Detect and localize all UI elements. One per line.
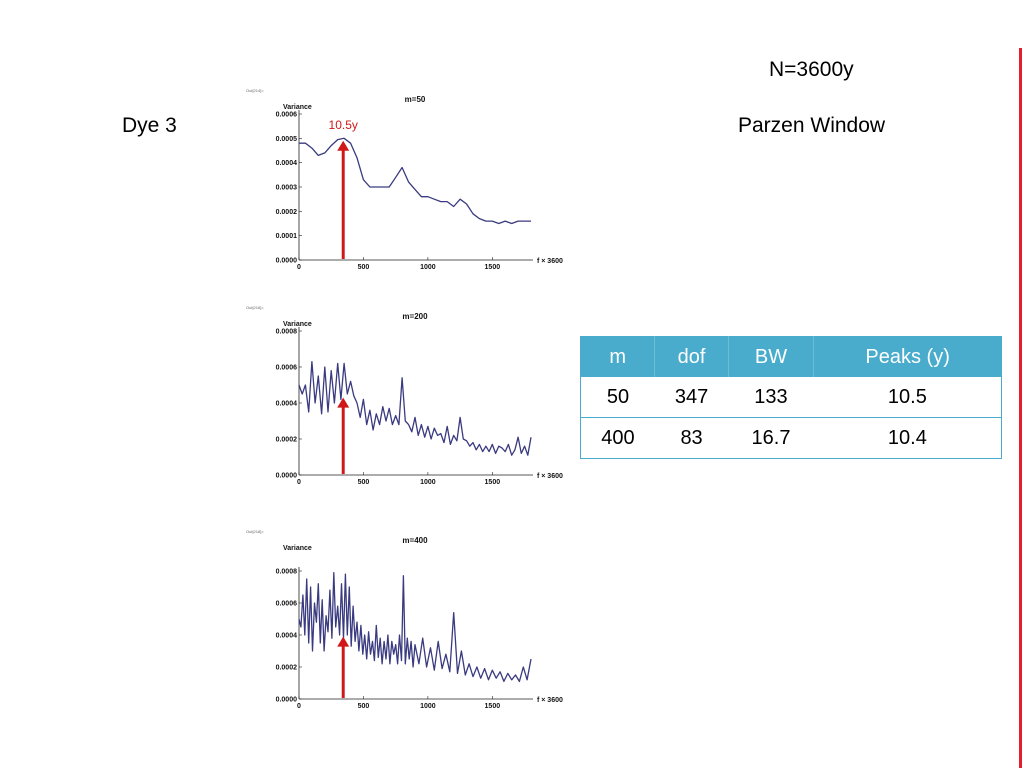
y-tick-label: 0.0005	[276, 136, 298, 143]
peak-annotation: 10.5y	[329, 118, 358, 132]
slide-edge-rule	[1019, 48, 1022, 768]
header-dof: dof	[654, 336, 729, 377]
x-tick-label: 0	[297, 703, 301, 710]
y-tick-label: 0.0002	[276, 665, 298, 672]
x-tick-label: 1500	[485, 703, 501, 710]
peak-arrow-head	[337, 140, 350, 151]
cell-m: 400	[580, 417, 655, 459]
plot-m400: Out[218]= m=400 Variance 0.0000 0.0002 0.0004…	[246, 529, 563, 710]
y-tick-label: 0.0004	[276, 401, 298, 408]
x-tick-label: 1000	[420, 479, 436, 486]
x-tick-label: 1500	[485, 264, 501, 271]
out-cell-tag: Out[216]=	[246, 305, 264, 310]
cell-peaks: 10.5	[813, 377, 1002, 418]
cell-bw: 133	[728, 377, 814, 418]
y-tick-label: 0.0000	[276, 697, 298, 704]
plot-m200: Out[216]= m=200 Variance 0.0000 0.0002 0.0004…	[246, 305, 563, 486]
slide-title: N=3600y	[769, 58, 854, 81]
table-row: 50 347 133 10.5	[580, 377, 1002, 418]
y-tick-label: 0.0001	[276, 233, 298, 240]
x-tick-label: 1000	[420, 703, 436, 710]
y-tick-label: 0.0008	[276, 329, 298, 336]
header-m: m	[580, 336, 656, 377]
method-label: Parzen Window	[738, 114, 886, 137]
parameter-table: m dof BW Peaks (y) 50 347 133 10.5 400 8…	[580, 336, 1002, 459]
dataset-label: Dye 3	[122, 114, 177, 137]
x-axis-label: f × 3600	[537, 258, 563, 265]
plot-title: m=200	[402, 312, 428, 321]
x-tick-label: 0	[297, 479, 301, 486]
series-line	[298, 360, 532, 456]
cell-peaks: 10.4	[813, 417, 1002, 459]
y-tick-label: 0.0004	[276, 160, 298, 167]
series-line	[298, 571, 532, 683]
x-tick-label: 500	[358, 264, 370, 271]
y-tick-label: 0.0006	[276, 365, 298, 372]
cell-bw: 16.7	[728, 417, 814, 459]
y-tick-label: 0.0003	[276, 185, 298, 192]
plot-title: m=400	[402, 536, 428, 545]
y-axis-label: Variance	[283, 321, 312, 328]
y-axis-label: Variance	[283, 545, 312, 552]
y-tick-label: 0.0008	[276, 569, 298, 576]
cell-dof: 347	[654, 377, 729, 418]
y-tick-label: 0.0002	[276, 437, 298, 444]
out-cell-tag: Out[214]=	[246, 88, 264, 93]
x-tick-label: 500	[358, 703, 370, 710]
y-tick-label: 0.0000	[276, 258, 298, 265]
x-tick-label: 500	[358, 479, 370, 486]
peak-arrow-head	[337, 397, 350, 408]
x-tick-label: 0	[297, 264, 301, 271]
y-tick-label: 0.0006	[276, 112, 298, 119]
out-cell-tag: Out[218]=	[246, 529, 264, 534]
series-line	[299, 137, 531, 225]
y-tick-label: 0.0004	[276, 633, 298, 640]
peak-arrow-head	[337, 636, 350, 647]
plot-m50: Out[214]= m=50 Variance 0.0000 0.0001 0.0002 0…	[246, 88, 563, 271]
table-header-row: m dof BW Peaks (y)	[580, 336, 1002, 377]
header-bw: BW	[728, 336, 815, 377]
table-row: 400 83 16.7 10.4	[580, 417, 1002, 459]
header-peaks: Peaks (y)	[813, 336, 1002, 377]
cell-dof: 83	[654, 417, 729, 459]
cell-m: 50	[580, 377, 655, 418]
x-tick-label: 1500	[485, 479, 501, 486]
x-axis-label: f × 3600	[537, 697, 563, 704]
x-tick-label: 1000	[420, 264, 436, 271]
y-tick-label: 0.0006	[276, 601, 298, 608]
plot-title: m=50	[405, 95, 426, 104]
x-axis-label: f × 3600	[537, 473, 563, 480]
y-tick-label: 0.0002	[276, 209, 298, 216]
y-tick-label: 0.0000	[276, 473, 298, 480]
y-axis-label: Variance	[283, 104, 312, 111]
